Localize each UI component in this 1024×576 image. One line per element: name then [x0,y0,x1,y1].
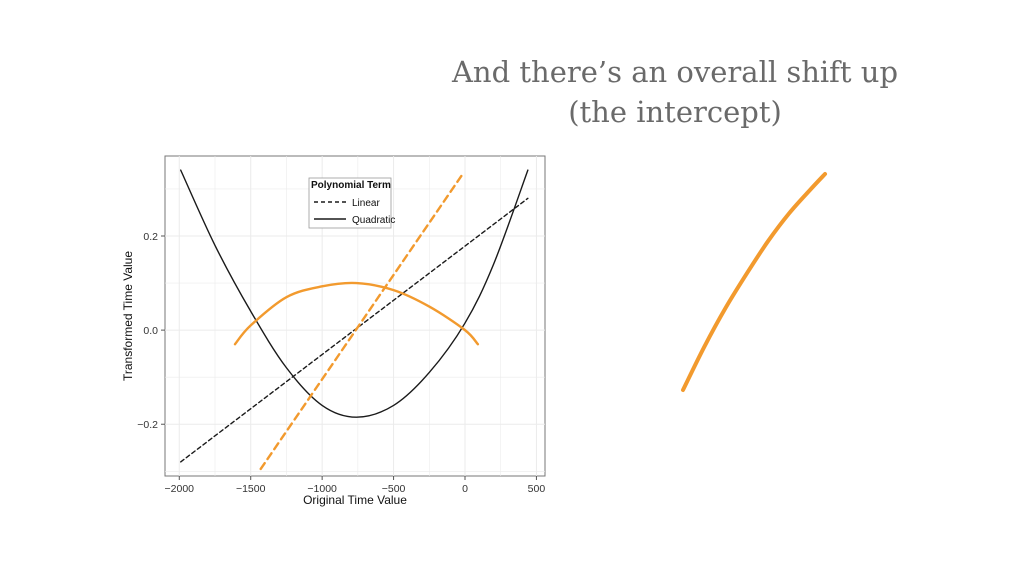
orange-curve [233,281,480,346]
y-axis-title: Transformed Time Value [121,251,135,381]
side-curve-line [681,172,827,392]
legend-title: Polynomial Term [311,180,391,191]
slide-title-line-1: And there’s an overall shift up [451,55,899,89]
slide-title: And there’s an overall shift up (the int… [415,52,935,132]
quadratic-line [180,169,529,418]
orange-dashed-line [259,173,464,471]
x-tick-label: 0 [462,483,468,495]
linear-dashed-line [180,197,529,463]
y-tick-label: −0.2 [137,419,158,431]
slide-title-line-2: (the intercept) [568,95,782,129]
series-layer [180,169,529,471]
grid-layer [165,156,545,476]
side-curve [681,172,827,392]
legend-entry-quadratic: Quadratic [352,215,395,226]
y-tick-label: 0.2 [143,231,158,243]
y-tick-label: 0.0 [143,325,158,337]
x-tick-label: −1500 [236,483,266,495]
tick-layer: −2000 −1500 −1000 −500 0 500 −0.2 0.0 0.2 [137,231,545,495]
legend-entry-linear: Linear [352,198,380,209]
x-tick-label: −500 [382,483,406,495]
x-axis-title: Original Time Value [303,493,407,507]
x-tick-label: 500 [528,483,546,495]
x-tick-label: −1000 [307,483,337,495]
main-chart: −2000 −1500 −1000 −500 0 500 −0.2 0.0 0.2 Origin… [121,155,546,507]
legend: Polynomial Term Linear Quadratic [308,177,395,229]
x-tick-label: −2000 [165,483,195,495]
